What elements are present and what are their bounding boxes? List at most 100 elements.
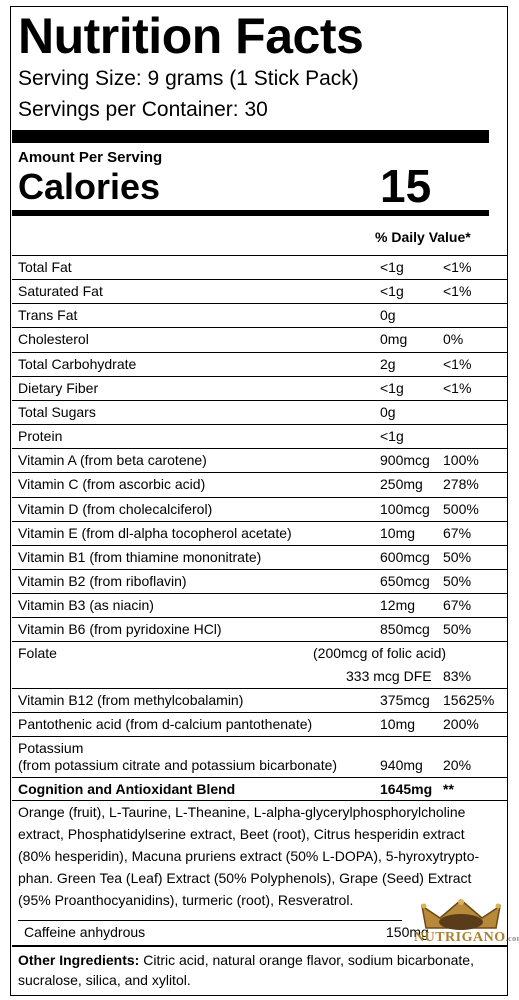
nutrient-name: Vitamin B6 (from pyridoxine HCl) xyxy=(18,621,222,638)
nutrient-name: Vitamin D (from cholecalciferol) xyxy=(18,500,213,517)
caffeine-name: Caffeine anhydrous xyxy=(24,924,146,940)
row-divider xyxy=(18,920,402,921)
nutrient-amount: <1g xyxy=(380,283,404,300)
nutrient-dv: 50% xyxy=(443,572,472,589)
row-divider xyxy=(12,424,508,426)
folate-dv: 83% xyxy=(443,668,472,684)
nutrient-name: Trans Fat xyxy=(18,307,78,324)
calories-value: 15 xyxy=(380,160,432,212)
b12-name: Vitamin B12 (from methylcobalamin) xyxy=(18,692,244,708)
pantothenic-name: Pantothenic acid (from d-calcium pantoth… xyxy=(18,716,313,732)
nutrient-amount: <1g xyxy=(380,259,404,275)
row-divider xyxy=(12,945,508,947)
nutrition-label xyxy=(10,6,508,996)
row-divider xyxy=(12,520,508,522)
nutrient-dv: 500% xyxy=(443,500,479,517)
nutrient-name: Protein xyxy=(18,428,63,445)
b12-dv: 15625% xyxy=(443,692,495,708)
nutrient-dv: <1% xyxy=(443,379,472,396)
row-divider xyxy=(12,399,508,401)
nutrient-name: Vitamin A (from beta carotene) xyxy=(18,452,207,469)
pantothenic-dv: 200% xyxy=(443,716,479,732)
nutrient-dv: 67% xyxy=(443,524,472,541)
nutrient-name: Cholesterol xyxy=(18,331,89,348)
row-divider xyxy=(12,351,508,353)
potassium-dv: 20% xyxy=(443,757,472,773)
b12-amount: 375mcg xyxy=(380,692,430,708)
nutrient-amount: 0g xyxy=(380,307,396,324)
blend-ingredients: Orange (fruit), L-Taurine, L-Theanine, L… xyxy=(18,804,480,908)
brand-domain: .com xyxy=(505,934,519,943)
nutrient-dv: 278% xyxy=(443,476,479,493)
label-title: Nutrition Facts xyxy=(18,8,364,64)
potassium-source: (from potassium citrate and potassium bi… xyxy=(18,757,338,773)
nutrient-amount: 100mcg xyxy=(380,500,430,517)
nutrient-amount: 600mcg xyxy=(380,548,430,565)
nutrient-amount: 2g xyxy=(380,355,396,372)
folate-amount: 333 mcg DFE xyxy=(346,668,432,684)
nutrient-name: Vitamin B2 (from riboflavin) xyxy=(18,572,187,589)
nutrient-dv: 100% xyxy=(443,452,479,469)
medium-divider xyxy=(12,210,489,216)
nutrient-name: Vitamin E (from dl-alpha tocopherol acet… xyxy=(18,524,292,541)
brand-logo: NUTRIGANO.com xyxy=(410,896,519,964)
serving-size: Serving Size: 9 grams (1 Stick Pack) xyxy=(18,67,359,90)
other-ingredients: Other Ingredients: Citric acid, natural … xyxy=(18,950,498,990)
nutrient-dv: 50% xyxy=(443,621,472,638)
row-divider xyxy=(12,641,508,642)
nutrient-dv: <1% xyxy=(443,283,472,300)
nutrient-amount: 12mg xyxy=(380,597,416,614)
servings-per-container: Servings per Container: 30 xyxy=(18,98,268,121)
thick-divider xyxy=(12,130,489,143)
nutrient-amount: 0mg xyxy=(380,331,408,348)
nutrient-name: Saturated Fat xyxy=(18,283,103,300)
blend-dv: ** xyxy=(443,781,454,797)
row-divider xyxy=(12,568,508,570)
amount-per-serving: Amount Per Serving xyxy=(18,149,163,166)
row-divider xyxy=(12,279,508,281)
nutrient-amount: <1g xyxy=(380,428,404,445)
nutrient-dv: 0% xyxy=(443,331,464,348)
row-divider xyxy=(12,544,508,546)
row-divider xyxy=(12,688,508,689)
nutrient-dv: <1% xyxy=(443,259,472,275)
nutrient-name: Vitamin B1 (from thiamine mononitrate) xyxy=(18,548,262,565)
nutrient-dv: <1% xyxy=(443,355,472,372)
potassium-amount: 940mg xyxy=(380,757,423,773)
nutrient-amount: 0g xyxy=(380,403,396,420)
row-divider xyxy=(12,777,508,778)
nutrient-name: Total Carbohydrate xyxy=(18,355,137,372)
nutrient-amount: 650mcg xyxy=(380,572,430,589)
pantothenic-amount: 10mg xyxy=(380,716,416,732)
blend-amount: 1645mg xyxy=(380,781,433,797)
nutrient-amount: 900mcg xyxy=(380,452,430,469)
crown-icon xyxy=(420,899,502,930)
nutrient-dv: 67% xyxy=(443,597,472,614)
other-ingredients-label: Other Ingredients: xyxy=(18,952,140,968)
blend-name: Cognition and Antioxidant Blend xyxy=(18,781,236,797)
other-ingredients-text: Citric acid, natural orange flavor, sodi… xyxy=(18,952,474,988)
caffeine-amount: 150mg xyxy=(386,924,429,940)
calories-label: Calories xyxy=(18,166,161,207)
nutrient-name: Dietary Fiber xyxy=(18,379,99,396)
row-divider xyxy=(12,303,508,305)
nutrient-amount: 850mcg xyxy=(380,621,430,638)
row-divider xyxy=(12,375,508,377)
nutrient-name: Total Sugars xyxy=(18,403,96,420)
row-divider xyxy=(12,327,508,329)
daily-value-header: % Daily Value* xyxy=(375,229,471,245)
nutrient-amount: 10mg xyxy=(380,524,416,541)
nutrient-amount: 250mg xyxy=(380,476,423,493)
folate-name: Folate xyxy=(18,645,57,661)
row-divider xyxy=(12,255,508,256)
row-divider xyxy=(12,448,508,450)
row-divider xyxy=(12,593,508,595)
nutrient-dv: 50% xyxy=(443,548,472,565)
nutrient-name: Total Fat xyxy=(18,259,72,275)
nutrient-name: Vitamin B3 (as niacin) xyxy=(18,597,154,614)
folate-note: (200mcg of folic acid) xyxy=(313,645,447,661)
brand-logo-text: NUTRIGANO.com xyxy=(414,930,519,946)
brand-name: NUTRIGANO xyxy=(414,930,506,945)
row-divider xyxy=(12,736,508,737)
row-divider xyxy=(12,472,508,474)
